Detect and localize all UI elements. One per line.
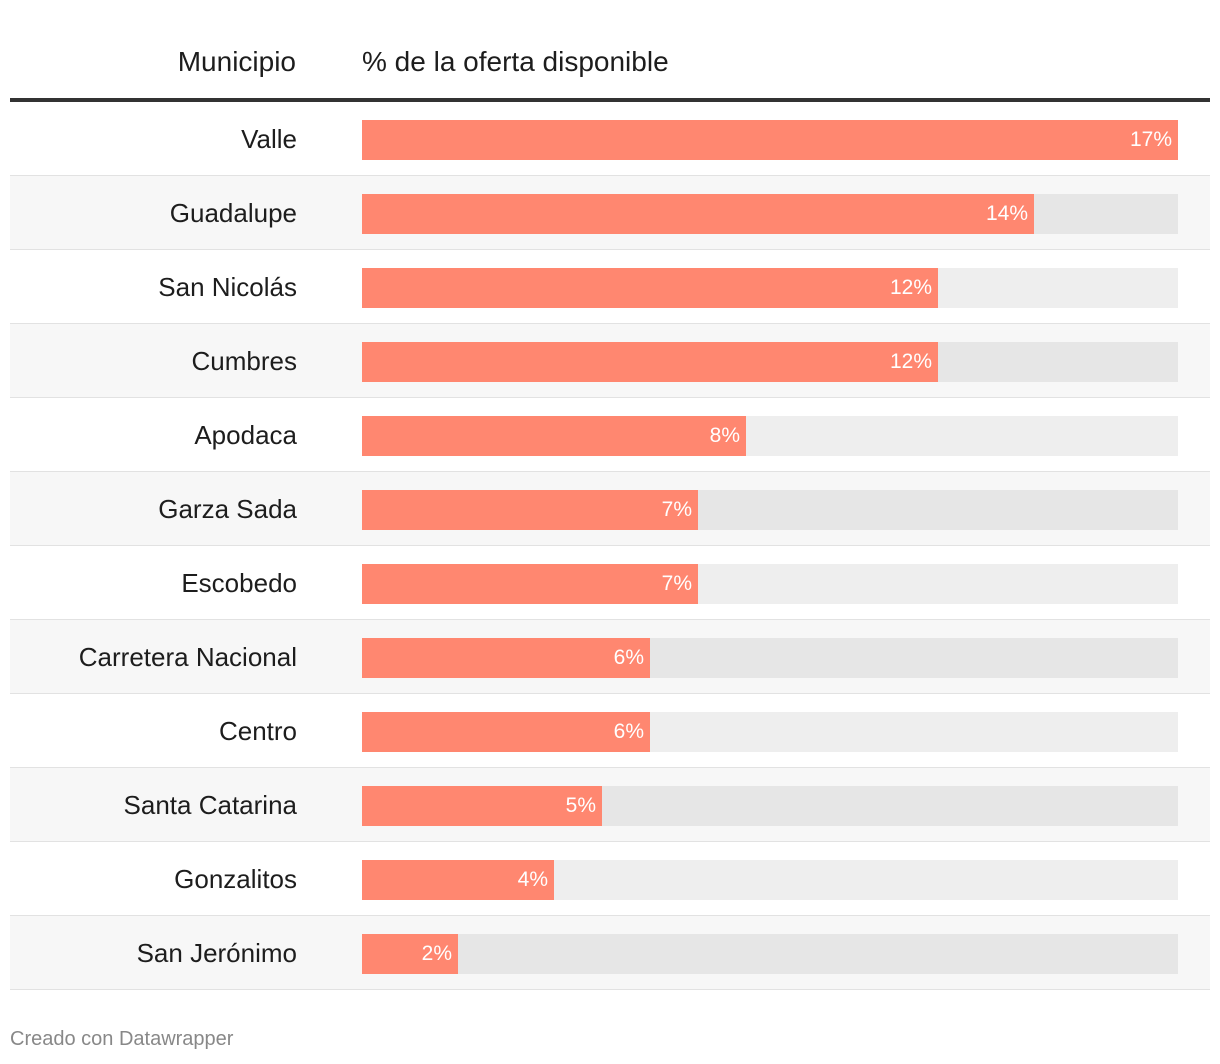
bar-value-label: 2% xyxy=(421,942,452,965)
row-label: Carretera Nacional xyxy=(78,642,297,672)
row-label: Cumbres xyxy=(191,346,297,376)
bar-track: 7% xyxy=(362,564,1178,604)
table-row: Valle 17% xyxy=(10,102,1210,176)
table-row: San Nicolás 12% xyxy=(10,250,1210,324)
bar-value-label: 6% xyxy=(613,720,644,743)
table-row: Garza Sada 7% xyxy=(10,472,1210,546)
bar-track: 6% xyxy=(362,638,1178,678)
row-label: Centro xyxy=(218,716,297,746)
bar-value-label: 7% xyxy=(661,572,692,595)
bar-track: 12% xyxy=(362,268,1178,308)
table-row: Escobedo 7% xyxy=(10,546,1210,620)
bar-track: 12% xyxy=(362,342,1178,382)
table-row: Centro 6% xyxy=(10,694,1210,768)
bar-track: 14% xyxy=(362,194,1178,234)
row-label: Escobedo xyxy=(181,568,297,598)
row-label: San Jerónimo xyxy=(136,938,297,968)
table-row: Gonzalitos 4% xyxy=(10,842,1210,916)
bar xyxy=(362,120,1178,160)
footer-credit: Creado con Datawrapper xyxy=(10,1028,234,1050)
bar-track: 8% xyxy=(362,416,1178,456)
bar-track: 17% xyxy=(362,120,1178,160)
bar-value-label: 12% xyxy=(889,350,932,373)
row-label: Valle xyxy=(241,124,297,154)
bar-track: 4% xyxy=(362,860,1178,900)
bar-value-label: 17% xyxy=(1129,128,1172,151)
column-header-municipio: Municipio xyxy=(177,46,296,77)
bar-track: 5% xyxy=(362,786,1178,826)
row-label: Apodaca xyxy=(194,420,297,450)
bar-track: 2% xyxy=(362,934,1178,974)
bar xyxy=(362,416,746,456)
bar xyxy=(362,268,938,308)
bar-value-label: 12% xyxy=(889,276,932,299)
bar xyxy=(362,490,698,530)
table-row: Santa Catarina 5% xyxy=(10,768,1210,842)
bar-value-label: 7% xyxy=(661,498,692,521)
bar xyxy=(362,342,938,382)
row-label: Gonzalitos xyxy=(174,864,297,894)
table-row: Guadalupe 14% xyxy=(10,176,1210,250)
bar-track: 6% xyxy=(362,712,1178,752)
bar-value-label: 8% xyxy=(709,424,740,447)
table-row: Cumbres 12% xyxy=(10,324,1210,398)
bar-track: 7% xyxy=(362,490,1178,530)
bar xyxy=(362,860,554,900)
bar-value-label: 5% xyxy=(565,794,596,817)
row-label: Guadalupe xyxy=(169,198,297,228)
row-label: Santa Catarina xyxy=(123,790,297,820)
bar xyxy=(362,638,650,678)
bar xyxy=(362,194,1034,234)
bar xyxy=(362,934,458,974)
table-row: Apodaca 8% xyxy=(10,398,1210,472)
table-row: San Jerónimo 2% xyxy=(10,916,1210,990)
bar xyxy=(362,564,698,604)
bar xyxy=(362,786,602,826)
bar-table: Municipio % de la oferta disponible Vall… xyxy=(10,0,1210,990)
table-header: Municipio % de la oferta disponible xyxy=(10,0,1210,102)
row-label: Garza Sada xyxy=(158,494,297,524)
bar xyxy=(362,712,650,752)
bar-value-label: 14% xyxy=(985,202,1028,225)
column-header-percent: % de la oferta disponible xyxy=(362,46,669,77)
bar-value-label: 6% xyxy=(613,646,644,669)
bar-value-label: 4% xyxy=(517,868,548,891)
row-label: San Nicolás xyxy=(158,272,297,302)
table-row: Carretera Nacional 6% xyxy=(10,620,1210,694)
table-body: Valle 17% Guadalupe 14% San Nicolás 12% Cumbre… xyxy=(10,102,1210,990)
